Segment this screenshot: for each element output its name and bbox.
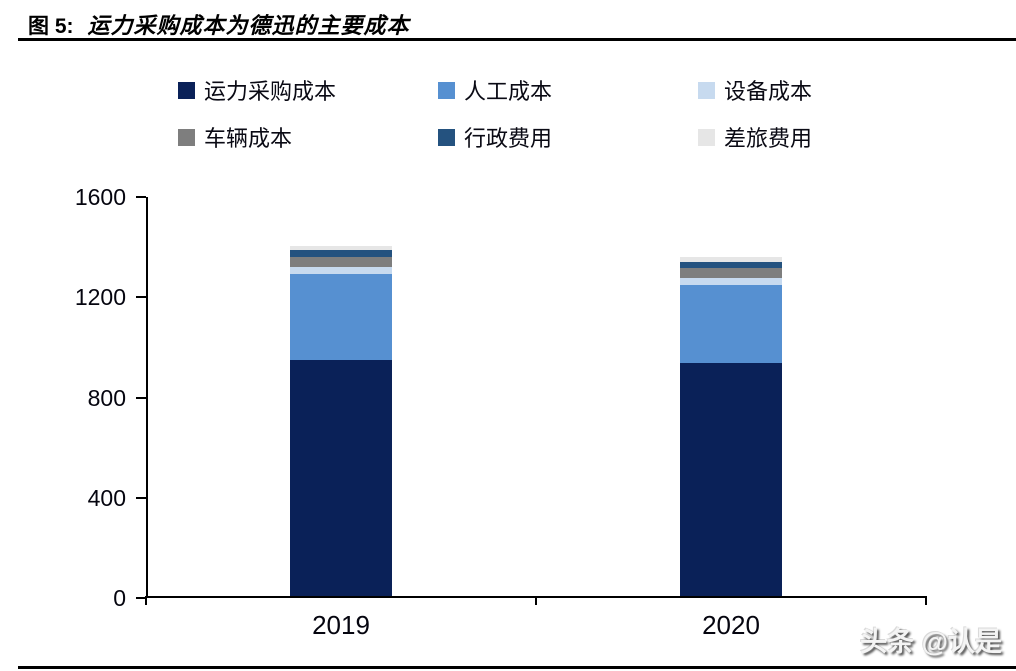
- bar-segment-2019-0: [290, 360, 392, 596]
- bar-segment-2019-3: [290, 257, 392, 268]
- legend-swatch-icon: [698, 81, 715, 99]
- y-axis-label: 800: [87, 384, 126, 411]
- legend-label: 运力采购成本: [204, 79, 337, 104]
- bar-segment-2019-1: [290, 273, 392, 361]
- bar-segment-2019-5: [290, 245, 392, 251]
- figure-title-text: 运力采购成本为德迅的主要成本: [87, 13, 410, 38]
- y-axis-tick: [136, 496, 146, 499]
- legend-label: 车辆成本: [204, 126, 293, 151]
- title-underline: [18, 38, 1016, 41]
- legend-label: 差旅费用: [724, 126, 813, 151]
- bar-segment-2020-3: [680, 268, 782, 279]
- legend-item-5: 差旅费用: [698, 121, 812, 153]
- y-axis-label: 0: [113, 585, 126, 611]
- plot-area: 0 400 800 1200 1600 2019 2020: [75, 184, 927, 640]
- watermark: 头条 @认是: [860, 627, 1002, 657]
- legend-item-4: 行政费用: [438, 121, 552, 153]
- legend-item-1: 人工成本: [438, 74, 552, 106]
- x-axis-label-2020: 2020: [702, 610, 760, 640]
- legend-label: 设备成本: [724, 79, 813, 104]
- y-axis-label: 1200: [74, 284, 126, 311]
- legend-swatch-icon: [438, 128, 455, 146]
- y-axis-tick: [136, 296, 146, 299]
- figure-number-label: 图 5:: [28, 15, 74, 38]
- legend-item-0: 运力采购成本: [178, 74, 336, 106]
- bar-segment-2020-2: [680, 278, 782, 286]
- legend-swatch-icon: [178, 81, 195, 99]
- legend-swatch-icon: [698, 128, 715, 146]
- bar-segment-2020-5: [680, 257, 782, 262]
- y-axis-tick: [136, 597, 146, 599]
- x-axis-tick: [535, 596, 537, 605]
- bar-segment-2019-4: [290, 250, 392, 258]
- legend-swatch-icon: [178, 128, 195, 146]
- legend-item-2: 设备成本: [698, 74, 812, 106]
- y-axis-tick: [136, 396, 146, 399]
- y-axis-tick: [136, 196, 146, 198]
- bar-segment-2020-1: [680, 285, 782, 363]
- y-axis-label: 400: [87, 484, 126, 511]
- bar-segment-2020-0: [680, 362, 782, 596]
- bar-segment-2019-2: [290, 267, 392, 274]
- x-axis-tick: [925, 596, 927, 605]
- chart-legend: 运力采购成本 人工成本 设备成本车辆成本 行政费用 差旅费用: [0, 0, 1016, 160]
- bar-segment-2020-4: [680, 261, 782, 269]
- legend-label: 行政费用: [464, 126, 553, 151]
- legend-swatch-icon: [438, 81, 455, 99]
- legend-item-3: 车辆成本: [178, 121, 292, 153]
- figure-title: 图 5: 运力采购成本为德迅的主要成本: [28, 8, 410, 40]
- x-axis-label-2019: 2019: [312, 610, 370, 640]
- y-axis-label: 1600: [74, 184, 126, 210]
- x-axis-tick: [145, 596, 147, 605]
- legend-label: 人工成本: [464, 79, 553, 104]
- bottom-rule: [18, 666, 1016, 669]
